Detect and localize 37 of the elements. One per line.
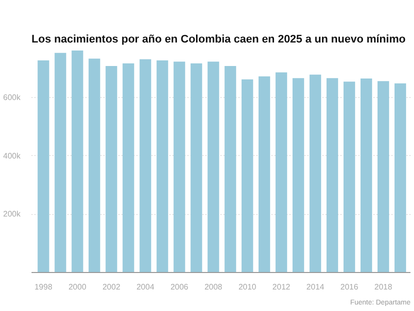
bar xyxy=(88,58,100,272)
x-tick-label: 1998 xyxy=(34,282,53,292)
x-tick-label: 2010 xyxy=(238,282,257,292)
bar xyxy=(140,59,152,272)
bar xyxy=(38,60,50,272)
bar xyxy=(326,78,338,272)
bar xyxy=(72,50,84,272)
x-tick-label: 2012 xyxy=(272,282,291,292)
chart-title: Los nacimientos por año en Colombia caen en 2025 a un nuevo mínimo xyxy=(32,34,406,46)
x-tick-label: 2006 xyxy=(170,282,189,292)
x-tick-label: 2016 xyxy=(340,282,359,292)
bar xyxy=(276,72,288,272)
y-tick-label: 600k xyxy=(3,93,22,102)
x-tick-label: 2014 xyxy=(306,282,325,292)
bar xyxy=(344,82,356,272)
bar xyxy=(54,52,66,272)
y-tick-label: 400k xyxy=(3,151,22,160)
bar xyxy=(208,62,220,272)
bar xyxy=(190,63,202,272)
bar xyxy=(224,66,236,272)
bar xyxy=(360,78,372,272)
x-tick-label: 2000 xyxy=(68,282,87,292)
bar xyxy=(122,63,134,272)
bar xyxy=(378,81,390,272)
y-tick-label: 200k xyxy=(3,210,22,219)
bar xyxy=(258,76,270,272)
bar xyxy=(394,83,406,272)
bar xyxy=(156,60,168,272)
bar xyxy=(292,78,304,272)
bar xyxy=(174,62,186,272)
x-tick-label: 2004 xyxy=(136,282,155,292)
x-tick-label: 2018 xyxy=(374,282,393,292)
bar xyxy=(242,79,254,272)
x-tick-label: 2002 xyxy=(102,282,121,292)
x-tick-label: 2008 xyxy=(204,282,223,292)
bar xyxy=(310,74,322,272)
bar xyxy=(106,66,118,272)
